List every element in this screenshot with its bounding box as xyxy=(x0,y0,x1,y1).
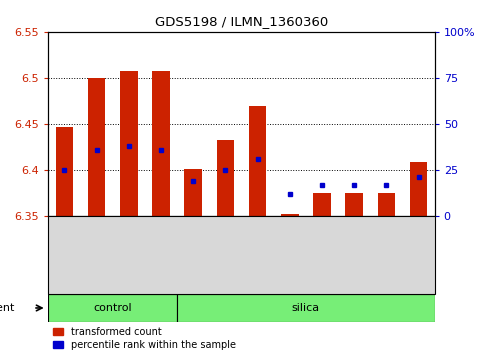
Text: control: control xyxy=(93,303,132,313)
Text: agent: agent xyxy=(0,303,14,313)
Bar xyxy=(249,107,267,216)
Bar xyxy=(281,214,298,216)
Bar xyxy=(56,127,73,216)
Bar xyxy=(88,78,105,216)
Legend: transformed count, percentile rank within the sample: transformed count, percentile rank withi… xyxy=(53,327,236,350)
FancyBboxPatch shape xyxy=(48,294,177,322)
Bar xyxy=(345,193,363,216)
Bar xyxy=(152,72,170,216)
FancyBboxPatch shape xyxy=(177,294,435,322)
Bar xyxy=(313,193,331,216)
Bar xyxy=(410,162,427,216)
Bar xyxy=(120,72,138,216)
Bar xyxy=(185,169,202,216)
Bar xyxy=(378,193,395,216)
Title: GDS5198 / ILMN_1360360: GDS5198 / ILMN_1360360 xyxy=(155,15,328,28)
Text: silica: silica xyxy=(292,303,320,313)
Bar xyxy=(216,139,234,216)
